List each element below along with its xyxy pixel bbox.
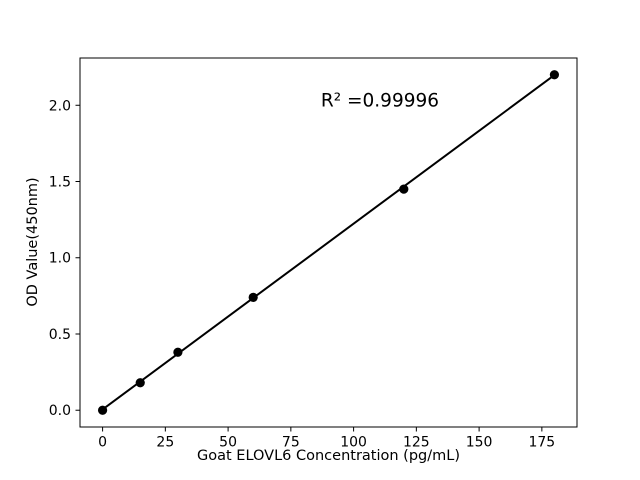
x-tick-label: 175 — [528, 435, 555, 451]
y-tick-label: 1.5 — [49, 175, 71, 191]
y-tick-label: 0.0 — [49, 403, 71, 419]
y-tick-label: 2.0 — [49, 98, 71, 114]
x-tick-label: 50 — [219, 435, 237, 451]
data-point — [549, 70, 560, 80]
y-tick-label: 1.0 — [49, 251, 71, 267]
x-tick-label: 150 — [466, 435, 493, 451]
x-axis-label: Goat ELOVL6 Concentration (pg/mL) — [197, 448, 460, 464]
x-tick-label: 125 — [403, 435, 430, 451]
trend-line — [101, 74, 556, 411]
data-point — [173, 347, 183, 357]
data-point — [97, 405, 108, 415]
x-tick-label: 75 — [282, 435, 300, 451]
x-tick-label: 100 — [340, 435, 367, 451]
data-point — [135, 378, 145, 388]
data-point — [399, 184, 409, 194]
x-tick-label: 0 — [98, 435, 107, 451]
plot-border — [79, 57, 578, 428]
y-axis-label: OD Value(450nm) — [25, 177, 41, 307]
r-squared-annotation: R² =0.99996 — [320, 90, 440, 112]
x-tick-label: 25 — [156, 435, 174, 451]
y-tick-label: 0.5 — [49, 327, 71, 343]
data-point — [248, 292, 258, 302]
